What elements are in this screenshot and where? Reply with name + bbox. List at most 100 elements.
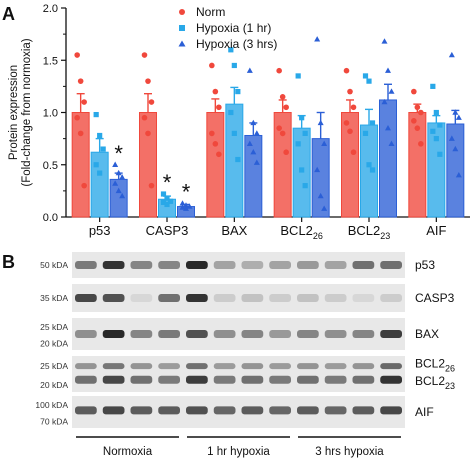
category-label: p53 [89, 223, 111, 238]
y-tick-label: 1.5 [43, 55, 58, 67]
category-label-base: BCL2 [348, 223, 381, 238]
blot-band [102, 261, 125, 269]
data-point [74, 52, 80, 58]
data-point [299, 167, 305, 173]
data-point [455, 114, 462, 120]
legend-marker [179, 9, 185, 15]
category-label: BCL226 [280, 223, 323, 241]
protein-label: AIF [415, 405, 434, 419]
blot-band [324, 261, 347, 269]
category-label: BAX [221, 223, 247, 238]
blot-band [380, 363, 402, 370]
blot-band [324, 330, 347, 338]
data-point [302, 183, 308, 189]
bar [90, 151, 109, 218]
data-point [115, 187, 122, 194]
category-label-subscript: 23 [380, 231, 390, 241]
data-point [452, 109, 459, 115]
panel-a-letter: A [2, 4, 15, 24]
blot-band [102, 406, 125, 415]
blot-band [352, 363, 375, 370]
blot-band [130, 294, 153, 302]
data-point [164, 195, 170, 201]
bar-chart-panel-a: 0.0 0.5 1.0 1.5 2.0 Protein expression(Fold-c… [8, 3, 470, 241]
blot-band [75, 406, 97, 415]
category-label-base: p53 [89, 223, 111, 238]
data-point [418, 109, 424, 116]
data-point [347, 88, 353, 95]
group-label: Normoxia [103, 446, 153, 458]
blot-strip [72, 284, 405, 312]
data-point [343, 67, 350, 74]
bar [341, 112, 359, 218]
data-point [314, 166, 321, 173]
group-label: 3 hrs hypoxia [315, 446, 384, 458]
bar [379, 99, 397, 218]
data-point [343, 120, 350, 126]
data-point [321, 140, 328, 147]
data-point [179, 200, 186, 206]
protein-label-base: p53 [415, 258, 435, 272]
blot-band [352, 375, 375, 384]
protein-label: CASP3 [415, 291, 455, 305]
blot-band [158, 375, 180, 384]
blot-band [158, 406, 180, 415]
blot-band [130, 363, 153, 370]
legend-label: Norm [196, 5, 225, 19]
blot-band [269, 294, 291, 302]
molecular-weight-marker: 100 kDA [35, 400, 68, 410]
blot-band [269, 261, 291, 269]
molecular-weight-marker: 20 kDA [40, 339, 68, 349]
blot-band [75, 363, 97, 370]
blot-band [269, 363, 291, 370]
data-point [74, 114, 80, 121]
blot-band [130, 330, 153, 338]
blot-band [158, 294, 180, 302]
data-point [388, 88, 395, 94]
data-point [369, 167, 376, 173]
blot-band [130, 261, 153, 269]
blot-band [75, 330, 97, 338]
data-point [433, 109, 439, 116]
blot-band [297, 330, 319, 338]
data-point [321, 205, 328, 211]
data-point [276, 125, 282, 131]
data-point [455, 172, 462, 178]
data-point [148, 182, 155, 189]
data-point [299, 115, 305, 121]
protein-label: BCL226 [415, 357, 455, 374]
data-point [246, 67, 253, 73]
blot-band [213, 406, 236, 415]
y-axis-title: Protein expression(Fold-change from norm… [8, 38, 33, 186]
category-label: BCL223 [348, 223, 391, 241]
y-tick-label: 1.0 [43, 108, 58, 120]
blot-band [380, 294, 402, 302]
data-point [77, 130, 84, 137]
data-point [302, 130, 308, 136]
data-point [148, 99, 155, 105]
bar [139, 112, 157, 218]
panel-b-letter: B [2, 252, 15, 272]
data-point [209, 62, 215, 69]
data-point [81, 182, 87, 189]
data-point [77, 78, 84, 84]
blot-band [297, 294, 319, 302]
data-point [366, 162, 372, 168]
data-point [295, 73, 301, 79]
data-point [314, 36, 321, 42]
molecular-weight-marker: 50 kDA [40, 260, 68, 270]
y-tick-label: 0.0 [43, 212, 58, 224]
data-point [145, 130, 151, 137]
bar [71, 112, 90, 218]
blot-band [380, 261, 402, 269]
data-point [381, 38, 388, 44]
data-point [246, 140, 253, 147]
data-point [228, 109, 234, 116]
bar [244, 134, 263, 218]
data-point [164, 201, 170, 208]
data-point [209, 130, 215, 137]
blot-band [324, 375, 347, 384]
bar [311, 138, 330, 218]
data-point [100, 146, 106, 152]
data-point [414, 104, 421, 111]
